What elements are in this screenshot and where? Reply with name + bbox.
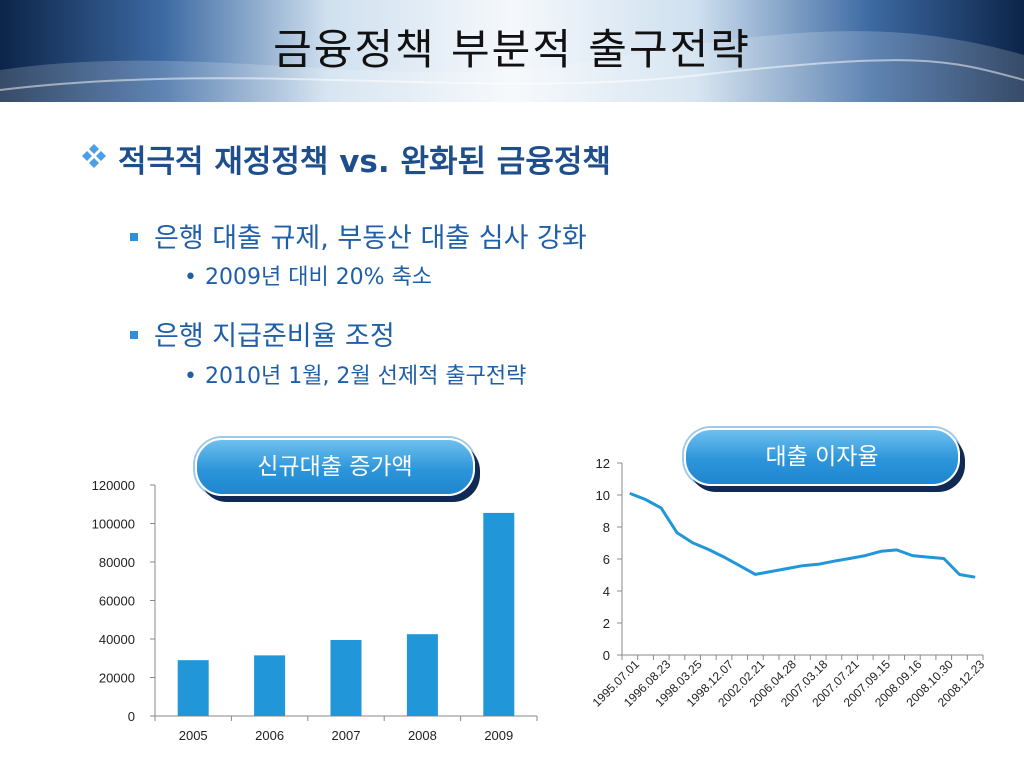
header-banner: 금융정책 부분적 출구전략 [0, 0, 1024, 102]
bar-x-tick-label: 2007 [332, 728, 361, 743]
main-bullet: 적극적 재정정책 vs. 완화된 금융정책 [82, 136, 611, 181]
sub-detail-1: • 2009년 대비 20% 축소 [184, 259, 432, 291]
sub-bullet-2-text: 은행 지급준비율 조정 [154, 321, 395, 352]
bar-y-tick-label: 0 [128, 709, 135, 724]
line-x-tick-label: 2007.09.15 [841, 657, 894, 710]
bar-x-tick-label: 2006 [255, 728, 284, 743]
line-y-tick-label: 12 [596, 456, 610, 471]
line-y-tick-label: 10 [596, 488, 610, 503]
line-x-tick-label: 2008.09.16 [872, 657, 925, 710]
line-x-tick-label: 2007.07.21 [809, 657, 862, 710]
sub-detail-1-text: 2009년 대비 20% 축소 [204, 265, 433, 290]
bar-x-tick-label: 2005 [179, 728, 208, 743]
header-swoosh [0, 31, 1024, 102]
sub-bullet-2: 은행 지급준비율 조정 [130, 314, 395, 353]
line-x-tick-label: 1995.07.01 [590, 657, 643, 710]
line-x-tick-label: 2008.12.23 [935, 657, 988, 710]
line-x-tick-label: 2008.10.30 [904, 657, 957, 710]
bar [406, 634, 438, 716]
round-bullet-icon: • [184, 364, 197, 389]
bar-y-tick-label: 60000 [99, 594, 135, 609]
round-bullet-icon: • [184, 265, 197, 290]
bar-y-tick-label: 40000 [99, 632, 135, 647]
square-bullet-icon [130, 232, 138, 241]
diamond-bullet-icon [82, 144, 106, 168]
sub-bullet-1: 은행 대출 규제, 부동산 대출 심사 강화 [130, 216, 587, 255]
bar-y-tick-label: 80000 [99, 555, 135, 570]
sub-bullet-1-text: 은행 대출 규제, 부동산 대출 심사 강화 [154, 223, 587, 254]
line-x-tick-label: 1996.08.23 [621, 657, 674, 710]
bar-x-tick-label: 2009 [484, 728, 513, 743]
series-line [629, 492, 976, 579]
sub-detail-2-text: 2010년 1월, 2월 선제적 출구전략 [204, 364, 527, 389]
line-y-tick-label: 2 [603, 616, 610, 631]
bar [177, 660, 209, 716]
line-x-tick-label: 1998.03.25 [652, 657, 705, 710]
square-bullet-icon [130, 330, 138, 339]
slide-title: 금융정책 부분적 출구전략 [273, 25, 751, 74]
bar [254, 655, 286, 716]
bar [330, 639, 362, 716]
line-y-tick-label: 4 [603, 584, 610, 599]
line-x-tick-label: 2002.02.21 [715, 657, 768, 710]
bar-y-tick-label: 20000 [99, 671, 135, 686]
bar-x-tick-label: 2008 [408, 728, 437, 743]
bar [483, 512, 515, 716]
line-y-tick-label: 8 [603, 520, 610, 535]
line-x-tick-label: 1998.12.07 [684, 657, 737, 710]
line-chart-label-button: 대출 이자율 [684, 428, 960, 486]
line-x-tick-label: 2007.03.18 [778, 657, 831, 710]
sub-detail-2: • 2010년 1월, 2월 선제적 출구전략 [184, 358, 526, 390]
line-x-tick-label: 2006.04.28 [747, 657, 800, 710]
line-y-tick-label: 6 [603, 552, 610, 567]
bar-y-tick-label: 100000 [92, 517, 135, 532]
main-bullet-text: 적극적 재정정책 vs. 완화된 금융정책 [118, 144, 611, 180]
bar-y-tick-label: 120000 [92, 478, 135, 493]
bar-chart-label-button: 신규대출 증가액 [195, 438, 475, 496]
line-y-tick-label: 0 [603, 648, 610, 663]
